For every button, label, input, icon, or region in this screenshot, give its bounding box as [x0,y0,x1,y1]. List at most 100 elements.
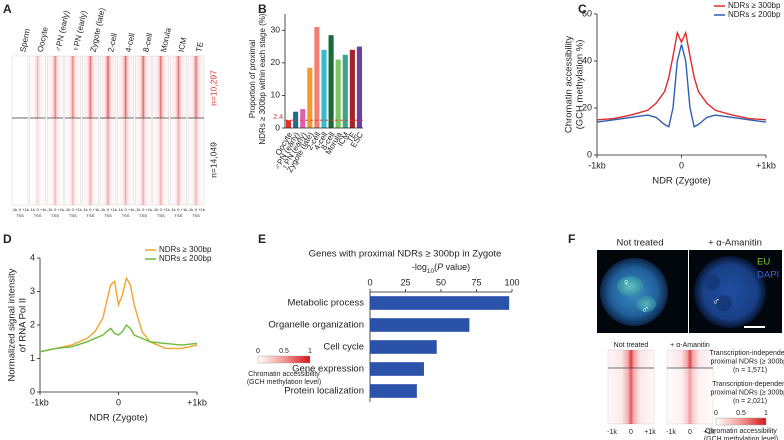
male-symbol: ♂ [712,296,720,308]
heatmap-bottom [667,368,713,424]
image-title: + α-Amanitin [708,238,762,249]
tick-label: 0 [160,207,163,212]
panel-label: B [258,2,267,16]
colorbar-label: (GCH methylation level) [247,379,321,386]
heatmap-bottom [100,118,116,205]
male-symbol: ♂ [641,304,649,316]
tick-label: -1k [29,207,35,212]
heatmap-top [12,56,28,118]
tick-label: -1k [666,429,676,436]
y-axis-label: NDRs ≥ 300bp within each stage (%) [258,13,267,144]
tick-label: +1k [145,207,152,212]
column-label: ICM [177,36,189,53]
y-tick-label: 1 [30,353,35,363]
line [596,30,767,121]
nucleus [617,276,643,296]
group-label: Transcription-dependent [712,381,784,388]
bar [370,362,424,376]
legend-label: NDRs ≥ 300bp [728,1,781,10]
column-label: Morula [159,27,173,53]
tick-label: 0 [629,429,633,436]
chart-title: Genes with proximal NDRs ≥ 300bp in Zygo… [309,249,502,260]
y-tick-label: 20 [271,57,281,67]
female-symbol: ♀ [622,277,630,289]
heatmap-bottom [117,118,134,205]
x-tick-label: +1kb [187,397,207,407]
tick-label: 0 [177,207,180,212]
tick-label: 0 [54,207,57,212]
line [39,276,198,353]
x-tick-label: -1kb [31,397,49,407]
y-tick-label: 40 [582,55,592,65]
column-label: ♂PN (early) [53,10,71,53]
heatmap-bottom [47,118,64,205]
colorbar-tick-label: 0 [714,410,718,417]
tick-label: 0 [89,207,92,212]
y-axis-label: Chromatin accessibility [564,36,575,133]
tss-label: TSS [122,213,130,218]
heatmap-top [82,56,99,118]
cell [694,256,766,328]
panel-label: F [568,232,575,246]
group-label: Transcription-independent [709,350,784,357]
tss-label: TSS [87,213,95,218]
x-tick-label: TE [345,131,358,144]
tick-label: +1k [110,207,117,212]
x-axis-label: NDR (Zygote) [652,176,711,187]
bar [370,296,510,310]
x-tick-label: 75 [471,277,481,287]
nucleus [636,296,656,312]
tick-label: +1k [181,207,188,212]
heatmap-bottom [12,118,28,205]
x-tick-label: -1kb [588,160,606,170]
tss-label: TSS [157,213,165,218]
row-group-label: n=14,049 [208,142,218,178]
column-label: Oocyte [36,26,50,53]
y-tick-label: 0 [275,122,280,132]
tick-label: 0 [107,207,110,212]
y-tick-label: 2 [30,319,35,329]
column-label: 2-cell [106,32,119,53]
tick-label: 0 [688,429,692,436]
column-label: TE [194,41,205,53]
legend-label: NDRs ≤ 200bp [728,10,781,19]
heatmap-top [608,350,654,368]
colorbar-tick-label: 1 [308,348,312,355]
tick-label: +1k [198,207,205,212]
y-tick-label: 20 [582,102,592,112]
tss-label: TSS [16,213,24,218]
tick-label: -1k [135,207,141,212]
tick-label: -1k [82,207,88,212]
tick-label: -1k [65,207,71,212]
heatmap-bottom [608,368,654,424]
bar [356,46,363,129]
tick-label: -1k [170,207,176,212]
x-tick-label: +1kb [756,160,776,170]
channel-label: EU [757,257,770,268]
bar [314,27,320,128]
panel-label: C [578,2,587,16]
axes [39,258,197,393]
tick-label: 0 [72,207,75,212]
bar [370,340,437,354]
heatmap-top [667,350,713,368]
tick-label: -1k [607,429,617,436]
heatmap-bottom [152,118,169,205]
x-tick-label: 0 [116,397,121,407]
tick-label: +1k [40,207,47,212]
bar [349,49,355,129]
heatmap-bottom [82,118,99,205]
tick-label: +1k [22,207,29,212]
x-axis-label-part: ( [434,262,437,272]
tss-label: TSS [69,213,77,218]
tss-label: TSS [192,213,200,218]
tick-label: 0 [195,207,198,212]
tick-label: +1k [644,429,656,436]
group-label: proximal NDRs (≥ 300bp) [711,389,784,396]
bar [342,54,348,128]
column-label: 8-cell [141,32,154,53]
y-axis-label: Proportion of proximal [248,40,257,118]
x-tick-label: 0 [679,160,684,170]
y-tick-label: 0 [30,386,35,396]
